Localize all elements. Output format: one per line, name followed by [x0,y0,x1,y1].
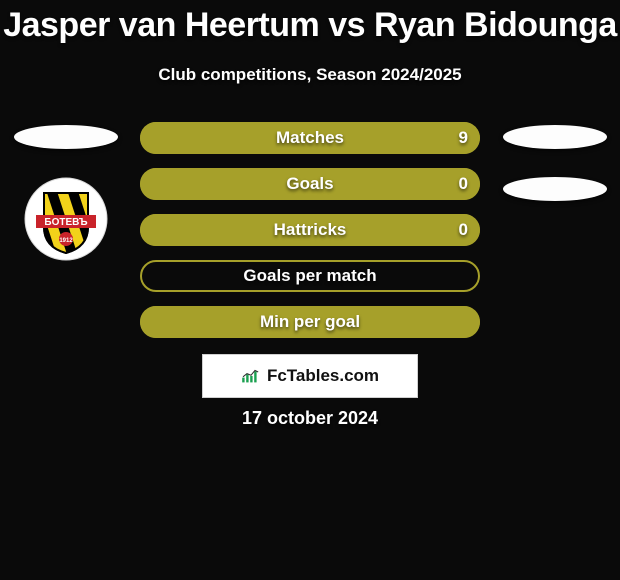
stats-bars: Matches9Goals0Hattricks0Goals per matchM… [140,122,480,352]
stat-right-value: 0 [459,220,468,240]
stat-row: Matches9 [140,122,480,154]
club-badge-left: БОТЕВЪ 1912 [24,177,108,261]
date-text: 17 october 2024 [0,408,620,429]
stat-row: Min per goal [140,306,480,338]
stat-right-value: 9 [459,128,468,148]
bar-chart-icon [241,368,261,384]
stat-row: Goals per match [140,260,480,292]
brand-text: FcTables.com [267,366,379,386]
page-subtitle: Club competitions, Season 2024/2025 [0,65,620,85]
stat-right-value: 0 [459,174,468,194]
player-ellipse-right-1 [503,125,607,149]
player-ellipse-right-2 [503,177,607,201]
stat-label: Goals [140,174,480,194]
club-name-text: БОТЕВЪ [44,217,87,228]
player-ellipse-left [14,125,118,149]
stat-label: Min per goal [140,312,480,332]
stat-row: Hattricks0 [140,214,480,246]
club-badge-icon: БОТЕВЪ 1912 [24,177,108,261]
stat-label: Goals per match [140,266,480,286]
svg-text:1912: 1912 [59,238,73,244]
brand-box[interactable]: FcTables.com [202,354,418,398]
stat-row: Goals0 [140,168,480,200]
stat-label: Hattricks [140,220,480,240]
left-player-column: БОТЕВЪ 1912 [8,125,123,261]
page-title: Jasper van Heertum vs Ryan Bidounga [0,0,620,45]
stat-label: Matches [140,128,480,148]
right-player-column [497,125,612,201]
